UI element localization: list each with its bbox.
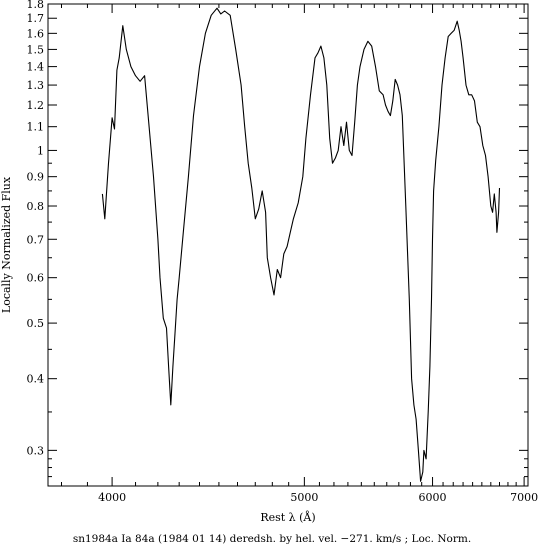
x-tick-label: 4000 [98, 491, 126, 504]
y-tick-label: 1.2 [27, 99, 45, 112]
chart-caption: sn1984a Ia 84a (1984 01 14) deredsh. by … [73, 533, 471, 545]
y-tick-label: 1.3 [27, 79, 45, 92]
y-tick-label: 0.4 [27, 373, 45, 386]
y-tick-label: 1.1 [27, 121, 45, 134]
y-tick-label: 0.7 [27, 233, 45, 246]
y-tick-label: 0.5 [27, 317, 45, 330]
x-tick-label: 7000 [510, 491, 538, 504]
y-tick-label: 1.8 [27, 0, 45, 11]
y-tick-label: 1.7 [27, 12, 45, 25]
y-tick-label: 1.4 [27, 61, 45, 74]
y-tick-label: 0.8 [27, 200, 45, 213]
y-tick-label: 1.6 [27, 27, 45, 40]
spectrum-line [101, 7, 501, 482]
x-axis-title: Rest λ (Å) [260, 510, 315, 524]
y-tick-label: 1 [37, 144, 44, 157]
y-axis-ticks: 0.3 0.4 0.5 0.6 0.7 0.8 0.9 1 1.1 1.2 1.3 1.4 1.5 1.6… [27, 0, 528, 478]
x-tick-label: 6000 [419, 491, 447, 504]
y-tick-label: 1.5 [27, 43, 45, 56]
y-tick-label: 0.9 [27, 171, 45, 184]
x-tick-label: 5000 [290, 491, 318, 504]
plot-frame [47, 3, 529, 487]
x-axis-ticks: 4000 5000 6000 7000 [60, 4, 538, 504]
y-tick-label: 0.6 [27, 272, 45, 285]
y-tick-label: 0.3 [27, 444, 45, 457]
y-axis-title: Locally Normalized Flux [0, 176, 13, 313]
